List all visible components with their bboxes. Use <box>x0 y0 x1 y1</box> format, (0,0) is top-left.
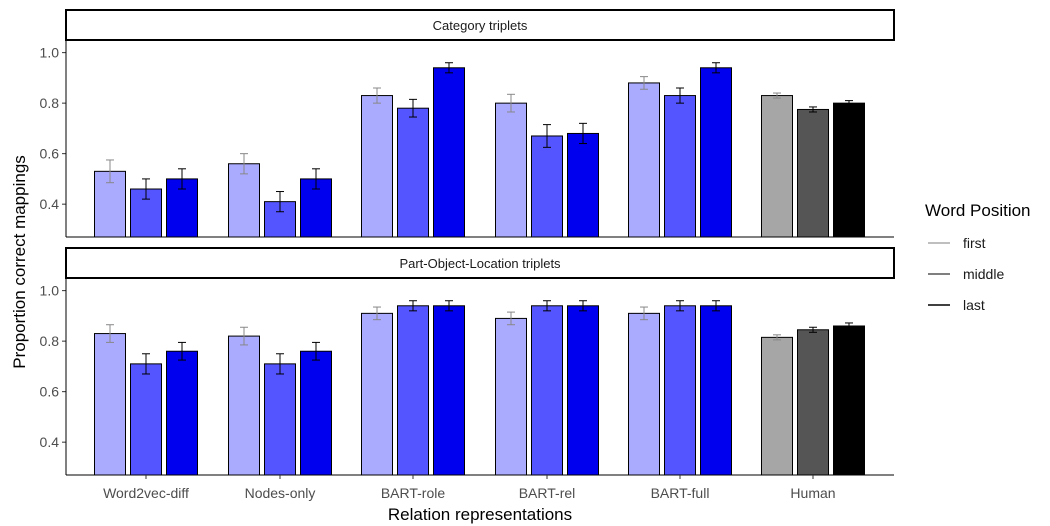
bar-last <box>700 305 732 476</box>
x-tick-label: BART-role <box>381 485 446 501</box>
bar-last <box>833 102 865 238</box>
facet-strip-label: Category triplets <box>433 18 528 33</box>
bar-middle <box>664 95 696 238</box>
x-tick-label: Nodes-only <box>245 485 316 501</box>
legend-label-last: last <box>963 297 985 313</box>
y-tick-label: 0.8 <box>40 333 60 349</box>
bar-last <box>567 132 599 238</box>
legend-title: Word Position <box>925 201 1031 220</box>
bar-first <box>228 163 260 238</box>
facet-strip <box>65 247 895 279</box>
bar-first <box>495 317 527 476</box>
bar-last <box>833 325 865 476</box>
bar-middle <box>797 108 829 238</box>
legend: Word Position first middle last <box>925 201 1031 313</box>
bar-middle <box>531 305 563 476</box>
bar-first <box>761 95 793 238</box>
bar-first <box>361 95 393 238</box>
y-tick-label: 0.4 <box>40 434 60 450</box>
bar-first <box>761 336 793 476</box>
bar-middle <box>531 135 563 238</box>
facet-strip <box>65 9 895 41</box>
bar-middle <box>264 363 296 476</box>
y-tick-label: 0.6 <box>40 146 60 162</box>
x-tick-label: BART-rel <box>519 485 576 501</box>
x-tick-label: BART-full <box>651 485 710 501</box>
bar-middle <box>664 305 696 476</box>
x-tick-label: Human <box>790 485 835 501</box>
bar-first <box>361 312 393 476</box>
legend-label-first: first <box>963 235 986 251</box>
bar-middle <box>130 363 162 476</box>
bar-last <box>700 67 732 238</box>
bar-first <box>228 335 260 476</box>
bar-last <box>166 350 198 476</box>
bar-first <box>628 312 660 476</box>
y-tick-label: 0.4 <box>40 196 60 212</box>
legend-items: first middle last <box>928 235 1004 313</box>
bar-first <box>495 102 527 238</box>
facet-strip-label: Part-Object-Location triplets <box>399 256 561 271</box>
bar-first <box>628 82 660 238</box>
x-tick-label: Word2vec-diff <box>103 485 189 501</box>
y-tick-label: 0.8 <box>40 95 60 111</box>
x-axis-title: Relation representations <box>388 505 572 524</box>
bar-middle <box>797 329 829 476</box>
bar-last <box>433 305 465 476</box>
legend-label-middle: middle <box>963 266 1004 282</box>
y-tick-label: 0.6 <box>40 384 60 400</box>
bar-last <box>433 67 465 238</box>
y-tick-label: 1.0 <box>40 45 60 61</box>
bar-last <box>567 305 599 476</box>
bar-last <box>300 350 332 476</box>
y-axis-title: Proportion correct mappings <box>10 155 29 369</box>
bar-middle <box>397 305 429 476</box>
bar-middle <box>397 107 429 238</box>
y-tick-label: 1.0 <box>40 283 60 299</box>
bar-first <box>94 333 126 476</box>
panels-layer: Category triplets 0.4 0.6 0.8 1.0 Part-Object… <box>40 9 895 501</box>
